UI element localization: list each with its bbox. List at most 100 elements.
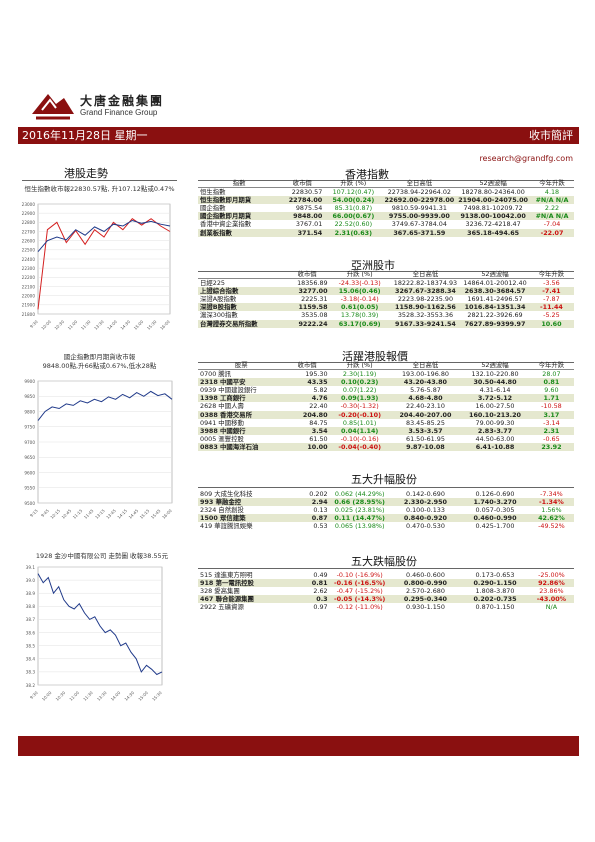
table-cell-range: 0.800-0.990 bbox=[389, 579, 462, 588]
column-header bbox=[198, 270, 285, 280]
y-tick-label: 22000 bbox=[22, 293, 36, 298]
column-header: 收市價 bbox=[280, 179, 325, 189]
table-cell-chg: 22.52(0.60) bbox=[334, 220, 373, 229]
x-tick-label: 14:00 bbox=[106, 319, 118, 331]
x-tick-label: 14:00 bbox=[110, 690, 122, 702]
x-tick-label: 11:15 bbox=[72, 508, 84, 520]
table-cell-range: 0.930-1.150 bbox=[406, 603, 445, 612]
table-cell-name: 0883 中國海洋石油 bbox=[198, 442, 285, 452]
top-gainers-title: 五大升幅股份 bbox=[351, 473, 417, 486]
table-cell-name: 2628 中國人壽 bbox=[200, 402, 244, 411]
x-tick-label: 10:30 bbox=[53, 319, 65, 331]
table-cell-name: 2318 中國平安 bbox=[198, 378, 285, 387]
table-cell-w52: 30.50-44.80 bbox=[461, 378, 529, 387]
divider bbox=[22, 180, 177, 181]
table-cell-w52: 1.740-3.270 bbox=[461, 498, 529, 507]
x-tick-label: 14:30 bbox=[123, 690, 135, 702]
table-cell-w52: 9138.00-10042.00 bbox=[456, 212, 530, 221]
table-cell-ytd: -0.65 bbox=[543, 434, 560, 443]
hscei-futures-chart: 9900 9850 9800 9750 9700 9650 9600 9550 9500 9:15… bbox=[24, 379, 173, 520]
table-cell-name: 香港中資企業指數 bbox=[200, 220, 252, 229]
y-tick-label: 22800 bbox=[22, 220, 36, 225]
table-cell-ytd: -7.04 bbox=[543, 220, 561, 229]
table-row: 515 達進東方照明 0.49 -0.10 (-16.9%) 0.460-0.600 0… bbox=[198, 571, 574, 579]
table-row: 恒生指數 22830.57 107.12(0.47) 22738.94-22964.0… bbox=[198, 188, 574, 197]
table-cell-name: 恒生指數 bbox=[200, 188, 226, 197]
table-cell-close: 3.54 bbox=[284, 426, 330, 435]
table-cell-range: 193.00-196.80 bbox=[401, 370, 449, 379]
futures-chart-caption-2: 9848.00點,升66點或0.67%,低水28點 bbox=[42, 362, 157, 370]
table-cell-chg: 85.31(0.87) bbox=[334, 204, 373, 213]
table-cell-name: 0388 香港交易所 bbox=[198, 410, 285, 419]
table-cell-ytd: -11.44 bbox=[528, 303, 574, 312]
table-cell-close: 195.30 bbox=[305, 370, 328, 379]
table-cell-chg: -24.33(-0.13) bbox=[338, 279, 381, 288]
y-tick-label: 23000 bbox=[22, 202, 36, 207]
table-row: 2628 中國人壽 22.40 -0.30(-1.32) 22.40-23.10 16.… bbox=[198, 402, 574, 410]
y-tick-label: 9850 bbox=[24, 394, 35, 399]
x-tick-label: 9:30 bbox=[29, 319, 39, 329]
x-tick-label: 9:30 bbox=[29, 690, 39, 700]
table-cell-close: 9848.00 bbox=[280, 212, 325, 221]
table-cell-w52: 7498.81-10209.72 bbox=[463, 204, 523, 213]
hk-trend-title: 港股走勢 bbox=[64, 167, 108, 180]
table-cell-close: 61.50 bbox=[309, 434, 328, 443]
table-cell-chg: -0.47 (-15.2%) bbox=[336, 587, 383, 596]
table-cell-ytd: -1.34% bbox=[528, 498, 574, 507]
table-cell-close: 4.76 bbox=[284, 394, 330, 403]
table-row: 0700 騰訊 195.30 2.30(1.19) 193.00-196.80 132.… bbox=[198, 370, 574, 379]
table-cell-name: 0005 滙豐控股 bbox=[200, 434, 244, 443]
table-cell-name: 2922 五礦資源 bbox=[200, 603, 244, 612]
y-tick-label: 22300 bbox=[22, 266, 36, 271]
x-tick-label: 10:00 bbox=[41, 690, 53, 702]
table-cell-close: 9222.24 bbox=[284, 319, 330, 328]
table-cell-ytd: -49.52% bbox=[538, 522, 565, 531]
y-tick-label: 22400 bbox=[22, 257, 36, 262]
table-cell-name: 3988 中國銀行 bbox=[198, 426, 285, 435]
asia-markets-table: 收市價 升跌 (%) 全日高低 52週波幅 今年升跌 日經225 18356.89 -24.3… bbox=[198, 270, 574, 328]
column-header: 今年升跌 bbox=[528, 361, 574, 371]
y-tick-label: 9900 bbox=[24, 379, 35, 384]
table-cell-chg: -0.20(-0.10) bbox=[329, 410, 390, 419]
table-row: 328 愛高集團 2.62 -0.47 (-15.2%) 2.570-2.680 1.8… bbox=[198, 587, 574, 595]
table-cell-range: 9167.33-9241.54 bbox=[389, 319, 462, 328]
table-cell-ytd: 0.81 bbox=[528, 378, 574, 387]
hk-index-table: 指數 收市價 升跌 (%) 全日高低 52週波幅 今年升跌 恒生指數 22830.57 107.… bbox=[198, 179, 574, 237]
table-cell-close: 2225.31 bbox=[301, 295, 328, 304]
table-cell-name: 0939 中國建設銀行 bbox=[200, 386, 257, 395]
table-row: 1398 工商銀行 4.76 0.09(1.93) 4.68-4.80 3.72-5.1… bbox=[198, 394, 574, 403]
contact-email[interactable]: research@grandfg.com bbox=[479, 154, 573, 163]
y-tick-label: 38.3 bbox=[26, 670, 36, 675]
y-tick-label: 38.4 bbox=[26, 657, 36, 662]
table-cell-ytd: 1.56% bbox=[541, 506, 562, 515]
table-cell-w52: 14864.01-20012.40 bbox=[463, 279, 527, 288]
table-cell-w52: 44.50-63.00 bbox=[475, 434, 515, 443]
table-cell-w52: 1.808-3.870 bbox=[475, 587, 515, 596]
date-banner: 2016年11月28日 星期一 收市簡評 bbox=[18, 127, 579, 144]
x-tick-label: 13:15 bbox=[94, 508, 106, 520]
table-cell-chg: 0.61(0.05) bbox=[329, 303, 390, 312]
table-row: 2922 五礦資源 0.97 -0.12 (-11.0%) 0.930-1.150 0.… bbox=[198, 603, 574, 611]
futures-chart-caption-1: 國企指數即月期貨收市報 bbox=[63, 353, 136, 361]
report-date: 2016年11月28日 星期一 bbox=[22, 129, 148, 142]
table-cell-chg: -0.12 (-11.0%) bbox=[336, 603, 383, 612]
table-cell-range: 3749.67-3784.04 bbox=[391, 220, 447, 229]
table-cell-chg: 0.07(1.22) bbox=[342, 386, 377, 395]
table-cell-range: 0.142-0.690 bbox=[406, 490, 445, 498]
table-cell-range: 0.470-0.530 bbox=[406, 522, 445, 531]
table-cell-close: 5.82 bbox=[313, 386, 328, 395]
table-row: 台灣證券交易所指數 9222.24 63.17(0.69) 9167.33-9241.… bbox=[198, 319, 574, 328]
table-cell-range: 43.20-43.80 bbox=[389, 378, 462, 387]
table-cell-range: 9755.00-9939.00 bbox=[382, 212, 457, 221]
table-cell-close: 18356.89 bbox=[297, 279, 328, 288]
table-cell-ytd: -7.41 bbox=[528, 287, 574, 296]
series-line bbox=[37, 573, 163, 676]
x-tick-label: 15:15 bbox=[139, 508, 151, 520]
table-header-row: 股票 收市價 升跌 (%) 全日高低 52週波幅 今年升跌 bbox=[198, 361, 574, 371]
series-line bbox=[37, 218, 171, 310]
y-tick-label: 22700 bbox=[22, 229, 36, 234]
table-cell-ytd: 28.07 bbox=[542, 370, 561, 379]
y-tick-label: 9550 bbox=[24, 486, 35, 491]
table-cell-w52: 0.057-0.305 bbox=[475, 506, 515, 515]
table-cell-range: 3267.67-3288.34 bbox=[389, 287, 462, 296]
